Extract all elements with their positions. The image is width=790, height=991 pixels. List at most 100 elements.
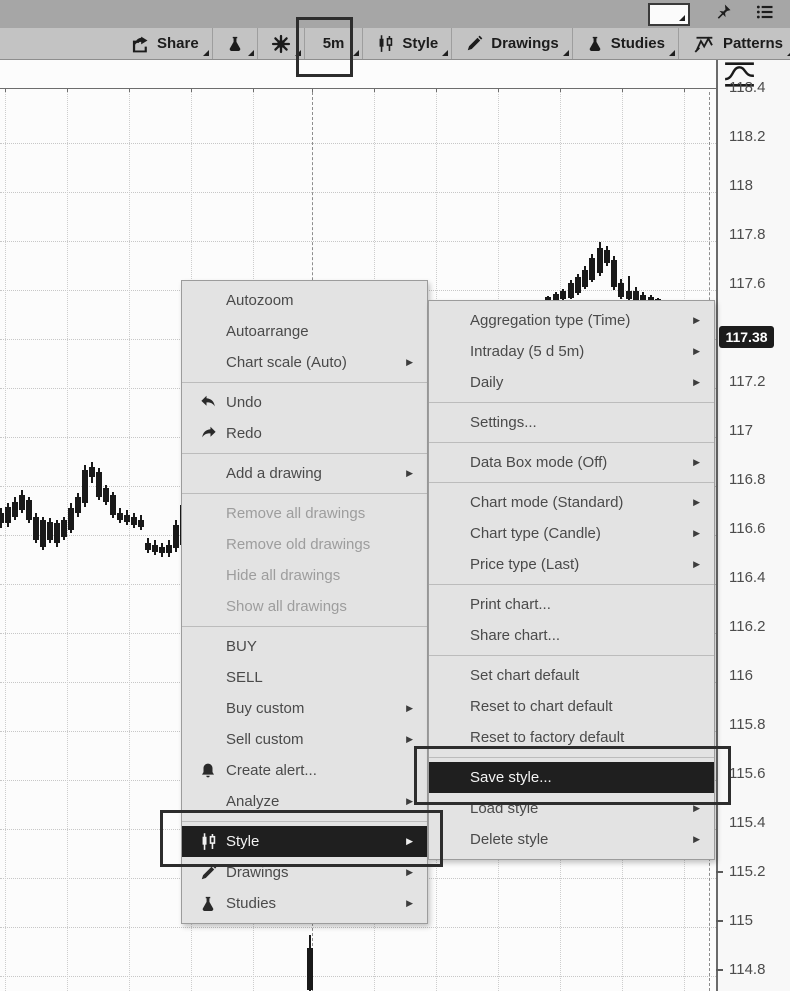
menu-item-label: Chart type (Candle) [470, 525, 601, 542]
price-tick [716, 871, 723, 873]
menu-item-label: Show all drawings [226, 598, 347, 615]
menu-item-aggregation-type-time[interactable]: Aggregation type (Time)▶ [429, 305, 714, 336]
pin-button[interactable] [706, 1, 740, 27]
menu-item-settings[interactable]: Settings... [429, 407, 714, 438]
submenu-arrow-icon: ▶ [406, 734, 413, 745]
submenu-arrow-icon: ▶ [406, 357, 413, 368]
menu-item-autoarrange[interactable]: Autoarrange [182, 316, 427, 347]
candle [96, 472, 102, 497]
candle [582, 270, 588, 287]
menu-item-label: Settings... [470, 414, 537, 431]
redo-icon [195, 424, 221, 443]
menu-item-buy[interactable]: BUY [182, 631, 427, 662]
menu-divider [429, 482, 714, 483]
price-label: 115.8 [729, 715, 765, 735]
menu-item-sell[interactable]: SELL [182, 662, 427, 693]
menu-item-remove-all-drawings[interactable]: Remove all drawings [182, 498, 427, 529]
menu-icon [754, 2, 776, 27]
menu-item-show-all-drawings[interactable]: Show all drawings [182, 591, 427, 622]
menu-item-undo[interactable]: Undo [182, 387, 427, 418]
candle [152, 545, 158, 552]
candle [89, 467, 95, 477]
submenu-arrow-icon: ▶ [693, 377, 700, 388]
candle [159, 547, 165, 553]
gridline-horizontal [0, 927, 716, 928]
gear-icon [271, 34, 291, 54]
submenu-arrow-icon: ▶ [406, 796, 413, 807]
candle [82, 470, 88, 503]
price-label: 117.2 [729, 372, 765, 392]
menu-item-chart-scale-auto[interactable]: Chart scale (Auto)▶ [182, 347, 427, 378]
candle [54, 523, 60, 543]
color-swatch-button[interactable] [648, 3, 690, 26]
toolbar-button-label: Style [402, 35, 438, 52]
submenu-arrow-icon: ▶ [693, 497, 700, 508]
toolbar-button-label: Patterns [723, 35, 783, 52]
price-axis[interactable]: 117.38 118.4118.2118117.8117.6117.211711… [716, 60, 790, 991]
save-style-highlight [414, 746, 731, 805]
menu-item-chart-type-candle[interactable]: Chart type (Candle)▶ [429, 518, 714, 549]
candle-icon [376, 34, 395, 53]
menu-item-studies[interactable]: Studies▶ [182, 888, 427, 919]
toolbar-button-style[interactable]: Style [362, 28, 451, 59]
candle [618, 283, 624, 297]
menu-item-add-a-drawing[interactable]: Add a drawing▶ [182, 458, 427, 489]
menu-item-price-type-last[interactable]: Price type (Last)▶ [429, 549, 714, 580]
price-label: 114.8 [729, 960, 765, 980]
toolbar-button-label: Studies [611, 35, 665, 52]
trading-chart-window: Share5mStyleDrawingsStudiesPatterns 117.… [0, 0, 790, 991]
gridline-horizontal [0, 143, 716, 144]
candle [597, 248, 603, 273]
candle [117, 513, 123, 520]
menu-item-redo[interactable]: Redo [182, 418, 427, 449]
candle [75, 497, 81, 513]
submenu-arrow-icon: ▶ [693, 834, 700, 845]
flask-icon [226, 34, 244, 54]
menu-item-label: Undo [226, 394, 262, 411]
menu-item-hide-all-drawings[interactable]: Hide all drawings [182, 560, 427, 591]
menu-item-create-alert[interactable]: Create alert... [182, 755, 427, 786]
candle [33, 517, 39, 540]
toolbar-button-studies[interactable]: Studies [572, 28, 678, 59]
toolbar-button-drawings[interactable]: Drawings [451, 28, 572, 59]
menu-item-label: Analyze [226, 793, 279, 810]
menu-divider [429, 402, 714, 403]
menu-divider [182, 626, 427, 627]
menu-item-sell-custom[interactable]: Sell custom▶ [182, 724, 427, 755]
candle [68, 508, 74, 530]
submenu-arrow-icon: ▶ [693, 559, 700, 570]
menu-item-label: Remove all drawings [226, 505, 365, 522]
menu-item-remove-old-drawings[interactable]: Remove old drawings [182, 529, 427, 560]
gridline-vertical [5, 92, 6, 991]
pin-icon [714, 3, 732, 26]
toolbar-button-patterns[interactable]: Patterns [678, 28, 790, 59]
candle [12, 502, 18, 517]
candle [103, 488, 109, 502]
toolbar-button-share[interactable]: Share [117, 28, 212, 59]
menu-item-reset-to-chart-default[interactable]: Reset to chart default [429, 691, 714, 722]
menu-item-label: Daily [470, 374, 503, 391]
menu-item-autozoom[interactable]: Autozoom [182, 285, 427, 316]
menu-item-delete-style[interactable]: Delete style▶ [429, 824, 714, 855]
panel-menu-button[interactable] [748, 1, 782, 27]
price-label: 117 [729, 421, 753, 441]
candle [575, 277, 581, 293]
toolbar-button-tests[interactable] [212, 28, 257, 59]
menu-item-data-box-mode-off[interactable]: Data Box mode (Off)▶ [429, 447, 714, 478]
candle [611, 260, 617, 287]
candle [307, 948, 313, 990]
menu-item-set-chart-default[interactable]: Set chart default [429, 660, 714, 691]
flask-icon [586, 34, 604, 54]
gridline-horizontal [0, 241, 716, 242]
last-price-badge: 117.38 [719, 326, 774, 348]
gridline-vertical [67, 92, 68, 991]
menu-item-label: Chart mode (Standard) [470, 494, 623, 511]
price-label: 118.2 [729, 127, 765, 147]
menu-item-buy-custom[interactable]: Buy custom▶ [182, 693, 427, 724]
candle [173, 525, 179, 548]
menu-item-chart-mode-standard[interactable]: Chart mode (Standard) ▶ [429, 487, 714, 518]
menu-item-daily[interactable]: Daily ▶ [429, 367, 714, 398]
menu-item-print-chart[interactable]: Print chart... [429, 589, 714, 620]
menu-item-share-chart[interactable]: Share chart... [429, 620, 714, 651]
menu-item-intraday-5-d-5m[interactable]: Intraday (5 d 5m)▶ [429, 336, 714, 367]
